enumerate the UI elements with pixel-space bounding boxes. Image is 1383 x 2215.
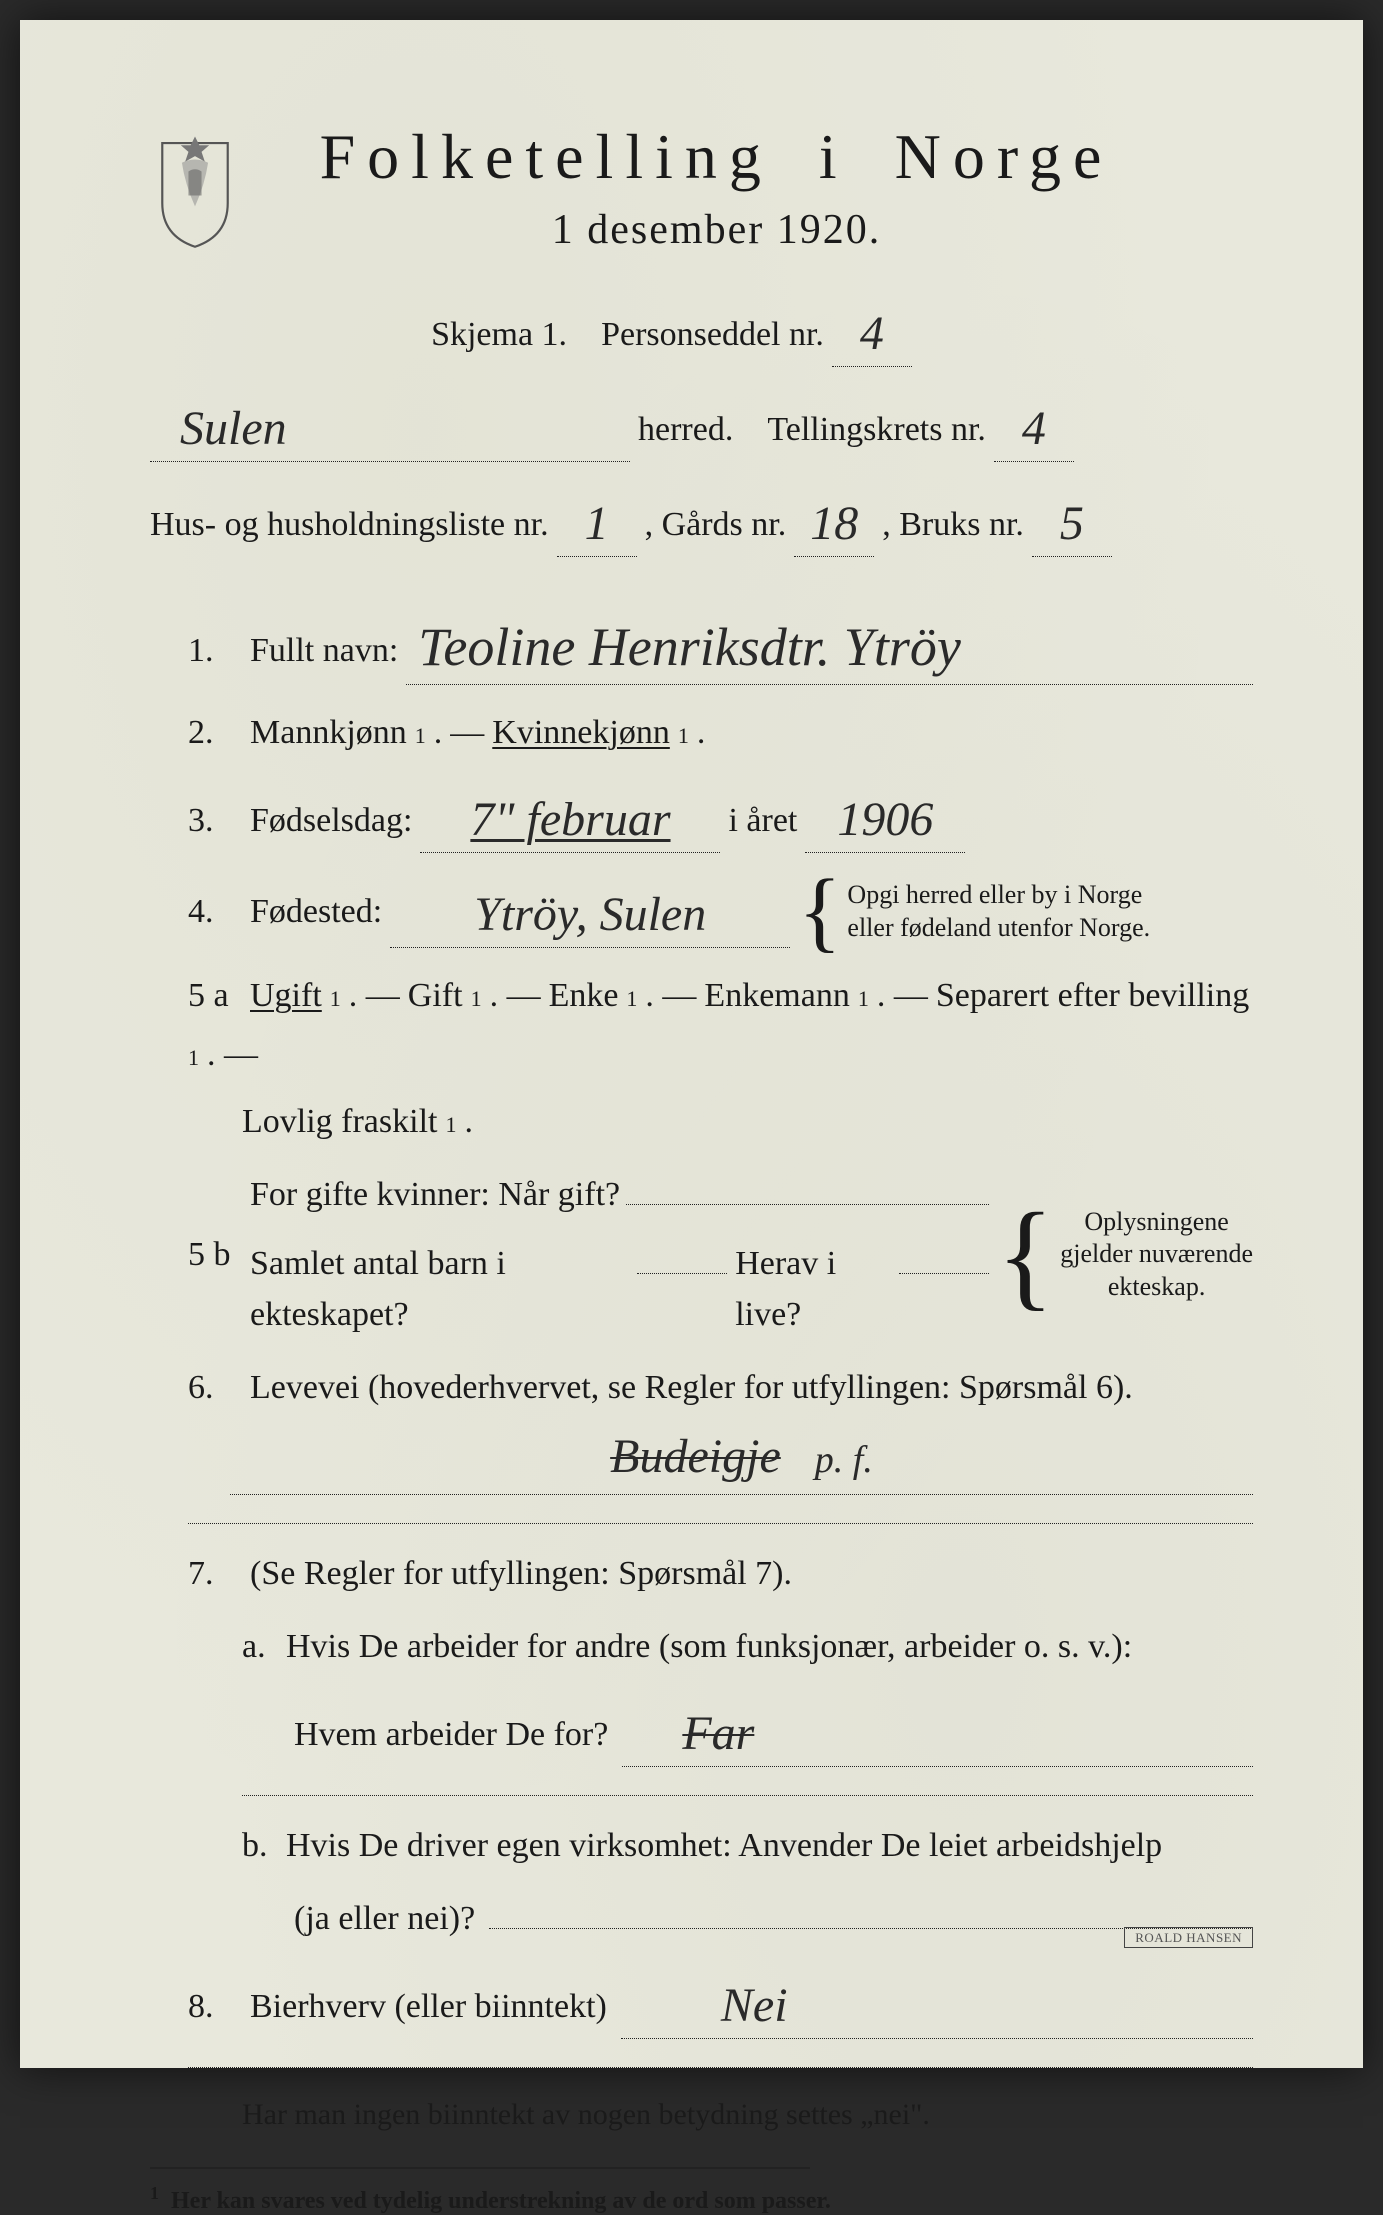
enkemann: Enkemann	[704, 970, 849, 1021]
herred-label: herred.	[638, 404, 733, 455]
ugift: Ugift	[250, 970, 322, 1021]
separert: Separert efter bevilling	[936, 970, 1249, 1021]
q6-label: Levevei (hovederhvervet, se Regler for u…	[250, 1362, 1133, 1413]
krets-label: Tellingskrets nr.	[767, 404, 986, 455]
q7a-divider	[242, 1795, 1253, 1796]
q7-num: 7.	[188, 1548, 242, 1599]
bruk-nr: 5	[1060, 497, 1084, 550]
q2-row: 2. Mannkjønn1. — Kvinnekjønn1.	[150, 707, 1253, 758]
full-name: Teoline Henriksdtr. Ytröy	[418, 617, 961, 677]
footnote: 1 Her kan svares ved tydelig understrekn…	[150, 2183, 1253, 2215]
lovlig: Lovlig fraskilt	[242, 1096, 437, 1147]
q5b-label2: Samlet antal barn i ekteskapet?	[250, 1238, 629, 1340]
personseddel-label: Personseddel nr.	[601, 309, 824, 360]
footnote-marker: 1	[150, 2183, 159, 2203]
q6-divider	[188, 1523, 1253, 1524]
coat-of-arms-icon	[150, 130, 240, 250]
q4-num: 4.	[188, 886, 242, 937]
q1-row: 1. Fullt navn: Teoline Henriksdtr. Ytröy	[150, 603, 1253, 685]
skjema-label: Skjema 1.	[431, 309, 567, 360]
bruk-label: , Bruks nr.	[882, 499, 1024, 550]
date-line: 1 desember 1920.	[270, 206, 1163, 254]
q8-num: 8.	[188, 1981, 242, 2032]
q6-blank-line: Budeigje p. f.	[230, 1435, 1253, 1495]
hus-nr: 1	[585, 497, 609, 550]
q5b-row: 5 b For gifte kvinner: Når gift? Samlet …	[150, 1169, 1253, 1340]
q6-answer: Budeigje	[610, 1430, 781, 1483]
q7-label: (Se Regler for utfyllingen: Spørsmål 7).	[250, 1548, 792, 1599]
brace-icon: {	[798, 885, 841, 939]
q7b-row: b. Hvis De driver egen virksomhet: Anven…	[150, 1820, 1253, 1871]
personseddel-nr: 4	[860, 307, 884, 360]
q5a-num: 5 a	[188, 970, 242, 1021]
q7b-line1: Hvis De driver egen virksomhet: Anvender…	[286, 1820, 1162, 1871]
q7a-answer: Far	[682, 1707, 754, 1760]
q5b-note: { Oplysningene gjelder nuværende ekteska…	[997, 1206, 1253, 1304]
gard-label: , Gårds nr.	[645, 499, 787, 550]
brace-icon: {	[997, 1219, 1055, 1291]
q5a-row2: Lovlig fraskilt1.	[150, 1096, 1253, 1147]
mannkjonn: Mannkjønn	[250, 707, 407, 758]
bottom-note: Har man ingen biinntekt av nogen betydni…	[242, 2092, 930, 2137]
skjema-row: Skjema 1. Personseddel nr. 4	[150, 294, 1253, 367]
printer-mark: ROALD HANSEN	[1124, 1927, 1253, 1948]
bottom-note-row: Har man ingen biinntekt av nogen betydni…	[150, 2092, 1253, 2137]
gift: Gift	[408, 970, 463, 1021]
q7b-line2: (ja eller nei)?	[294, 1893, 475, 1944]
herred-name: Sulen	[180, 402, 287, 455]
q7b-row2: (ja eller nei)?	[150, 1893, 1253, 1944]
q8-divider	[188, 2067, 1253, 2068]
krets-nr: 4	[1022, 402, 1046, 455]
q7a-row2: Hvem arbeider De for? Far	[150, 1694, 1253, 1767]
q6-num: 6.	[188, 1362, 242, 1413]
q5b-label1: For gifte kvinner: Når gift?	[250, 1169, 620, 1220]
q3-num: 3.	[188, 795, 242, 846]
q3-mid: i året	[728, 795, 797, 846]
q8-row: 8. Bierhverv (eller biinntekt) Nei	[150, 1966, 1253, 2039]
q7a-row: a. Hvis De arbeider for andre (som funks…	[150, 1621, 1253, 1672]
q6-suffix: p. f.	[815, 1439, 873, 1481]
birthplace: Ytröy, Sulen	[474, 888, 706, 941]
q7b: b.	[242, 1820, 278, 1871]
kvinnekjonn: Kvinnekjønn	[492, 707, 670, 758]
q7a: a.	[242, 1621, 278, 1672]
q7a-line1: Hvis De arbeider for andre (som funksjon…	[286, 1621, 1132, 1672]
q8-label: Bierhverv (eller biinntekt)	[250, 1981, 607, 2032]
footnote-text: Her kan svares ved tydelig understreknin…	[171, 2188, 831, 2214]
q5a-row: 5 a Ugift1. — Gift1. — Enke1. — Enkemann…	[150, 970, 1253, 1080]
q1-num: 1.	[188, 625, 242, 676]
herred-row: Sulen herred. Tellingskrets nr. 4	[150, 389, 1253, 462]
q4-row: 4. Fødested: Ytröy, Sulen { Opgi herred …	[150, 875, 1253, 948]
q4-note: { Opgi herred eller by i Norge eller fød…	[798, 879, 1150, 944]
q5b-num: 5 b	[188, 1229, 242, 1280]
q4-label: Fødested:	[250, 886, 382, 937]
birth-day: 7" februar	[470, 793, 670, 846]
q2-num: 2.	[188, 707, 242, 758]
q3-row: 3. Fødselsdag: 7" februar i året 1906	[150, 780, 1253, 853]
husliste-label: Hus- og husholdningsliste nr.	[150, 499, 549, 550]
gard-nr: 18	[810, 497, 858, 550]
footnote-rule	[150, 2167, 810, 2169]
husliste-row: Hus- og husholdningsliste nr. 1 , Gårds …	[150, 484, 1253, 557]
q7a-line2: Hvem arbeider De for?	[294, 1709, 608, 1760]
q7-row: 7. (Se Regler for utfyllingen: Spørsmål …	[150, 1548, 1253, 1599]
q1-label: Fullt navn:	[250, 625, 398, 676]
q5b-label3: Herav i live?	[735, 1238, 892, 1340]
header: Folketelling i Norge 1 desember 1920.	[150, 120, 1253, 254]
q3-label: Fødselsdag:	[250, 795, 412, 846]
main-title: Folketelling i Norge	[270, 120, 1163, 194]
enke: Enke	[549, 970, 619, 1021]
q6-row: 6. Levevei (hovederhvervet, se Regler fo…	[150, 1362, 1253, 1413]
title-block: Folketelling i Norge 1 desember 1920.	[270, 120, 1253, 254]
census-form-page: Folketelling i Norge 1 desember 1920. Sk…	[20, 20, 1363, 2068]
q8-answer: Nei	[721, 1979, 788, 2032]
birth-year: 1906	[837, 793, 933, 846]
